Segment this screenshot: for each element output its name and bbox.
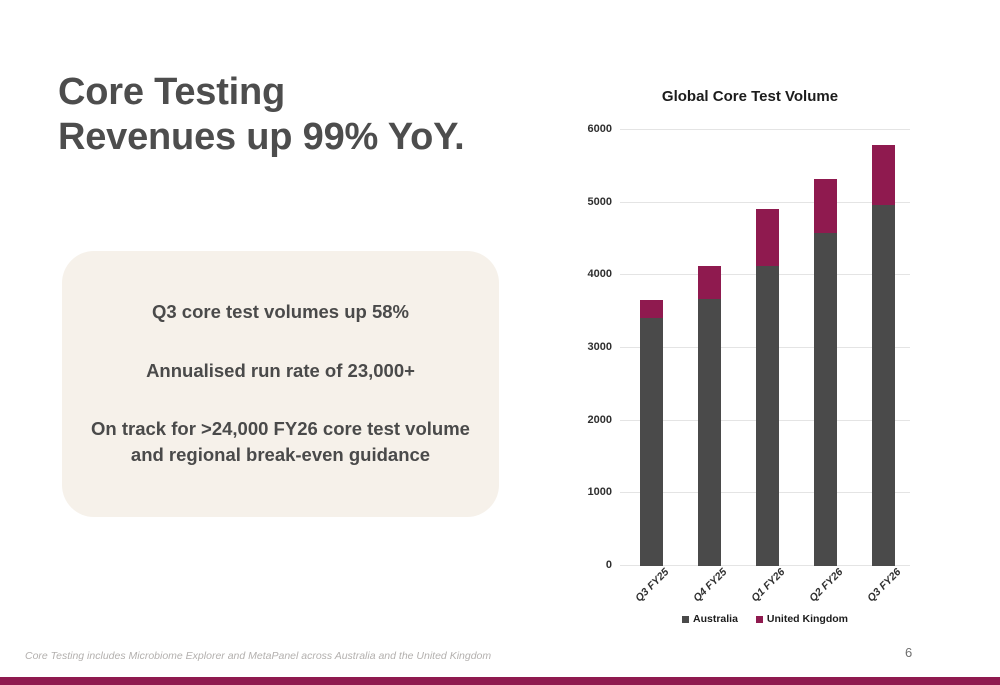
chart-x-axis-tick: Q2 FY26 xyxy=(807,566,846,605)
highlight-line-1: Q3 core test volumes up 58% xyxy=(151,301,410,323)
chart-bar[interactable]: Q3 FY26 xyxy=(865,144,903,604)
highlight-line-3a: On track for >24,000 FY26 core test volu… xyxy=(91,418,470,439)
chart-x-axis-tick: Q3 FY26 xyxy=(865,566,904,605)
chart-x-axis-tick: Q4 FY25 xyxy=(691,566,730,605)
chart-y-axis-tick: 5000 xyxy=(587,195,612,208)
chart-bar-segment xyxy=(871,144,895,205)
chart-x-axis-tick: Q3 FY25 xyxy=(633,566,672,605)
chart-bar-segment xyxy=(639,318,663,566)
chart-plot-area: 0 1000 2000 3000 4000 5000 6000 Q3 FY25 Q4 FY25 Q… xyxy=(588,123,910,604)
legend-swatch-icon xyxy=(681,615,689,623)
highlight-card: Q3 core test volumes up 58% Annualised r… xyxy=(62,251,499,517)
chart-bar-segment xyxy=(697,265,721,299)
chart-bar-segment xyxy=(813,233,837,566)
chart-legend-label: Australia xyxy=(692,613,738,625)
chart-bar[interactable]: Q1 FY26 xyxy=(749,209,787,604)
page-title: Core Testing Revenues up 99% YoY. xyxy=(58,70,578,160)
page-title-line-2: Revenues up 99% YoY. xyxy=(58,115,465,158)
chart-legend: Australia United Kingdom xyxy=(620,613,910,625)
chart-bar-segment xyxy=(871,204,895,566)
chart-bar-segment xyxy=(813,179,837,234)
chart-legend-label: United Kingdom xyxy=(766,613,848,625)
chart-gridline: 6000 xyxy=(588,123,910,135)
chart-y-axis-tick: 3000 xyxy=(587,341,612,353)
legend-swatch-icon xyxy=(755,615,763,623)
page-title-line-1: Core Testing xyxy=(58,71,286,113)
highlight-line-3b: and regional break-even guidance xyxy=(130,444,431,466)
chart-bar-segment xyxy=(755,209,779,266)
chart-legend-item[interactable]: United Kingdom xyxy=(755,613,848,625)
chart-bar[interactable]: Q4 FY25 xyxy=(691,265,729,604)
highlight-line-3: On track for >24,000 FY26 core test volu… xyxy=(62,416,499,469)
highlight-line-2: Annualised run rate of 23,000+ xyxy=(146,359,415,381)
chart-y-axis-tick: 1000 xyxy=(587,486,612,499)
page-number: 6 xyxy=(905,645,913,660)
chart-y-axis-tick: 6000 xyxy=(587,123,612,135)
chart-x-axis-tick: Q1 FY26 xyxy=(749,566,788,605)
bottom-accent-bar xyxy=(0,677,1000,685)
chart-y-axis-tick: 0 xyxy=(605,559,612,571)
chart-bar-segment xyxy=(755,265,779,566)
footnote: Core Testing includes Microbiome Explore… xyxy=(25,650,492,662)
chart-y-axis-tick: 4000 xyxy=(587,268,612,281)
chart-bar[interactable]: Q2 FY26 xyxy=(807,179,845,604)
chart-title: Global Core Test Volume xyxy=(661,88,839,105)
chart-y-axis-tick: 2000 xyxy=(587,413,612,426)
chart: Global Core Test Volume 0 1000 2000 3000 400… xyxy=(580,88,980,648)
chart-legend-item[interactable]: Australia xyxy=(681,613,738,625)
chart-bar[interactable]: Q3 FY25 xyxy=(633,300,671,604)
chart-bar-segment xyxy=(697,298,721,566)
chart-bar-segment xyxy=(639,300,663,319)
chart-gridline: 5000 xyxy=(588,196,910,208)
